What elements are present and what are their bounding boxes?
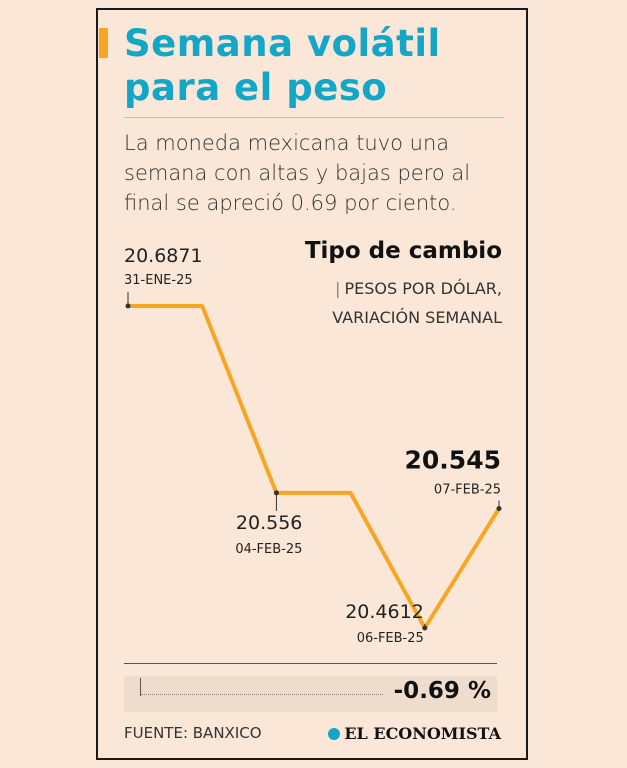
chart-subtitle: | PESOS POR DÓLAR, VARIACIÓN SEMANAL <box>332 274 502 332</box>
variation-dotted-line <box>141 694 383 695</box>
exchange-rate-line <box>128 304 501 630</box>
title-divider <box>124 117 504 118</box>
title-accent-bar <box>99 28 108 58</box>
data-value-label: 20.6871 <box>124 245 203 267</box>
chart-subtitle-line-2: VARIACIÓN SEMANAL <box>332 308 502 327</box>
brand-logo: EL ECONOMISTA <box>328 724 501 743</box>
lede: La moneda mexicana tuvo una semana con a… <box>124 131 471 215</box>
source-note: FUENTE: BANXICO <box>124 724 262 742</box>
brand-name: EL ECONOMISTA <box>344 724 501 743</box>
variation-baseline-tick <box>140 678 141 696</box>
data-date-label: 07-FEB-25 <box>434 483 501 498</box>
headline: Semana volátil para el peso <box>124 22 441 109</box>
data-value-label: 20.545 <box>405 446 501 475</box>
data-value-label: 20.4612 <box>345 601 424 623</box>
variation-value: -0.69 % <box>393 678 491 704</box>
variation-bar: -0.69 % <box>124 676 497 712</box>
chart-subtitle-line-1: PESOS POR DÓLAR, <box>344 279 502 298</box>
chart-title: Tipo de cambio <box>304 238 502 264</box>
globe-icon <box>328 727 341 740</box>
data-date-label: 31-ENE-25 <box>124 273 193 288</box>
infographic-card <box>96 8 528 760</box>
bottom-divider <box>124 663 497 664</box>
data-value-label: 20.556 <box>236 512 302 534</box>
data-date-label: 06-FEB-25 <box>357 631 424 646</box>
subtitle-separator: | <box>335 279 341 298</box>
data-date-label: 04-FEB-25 <box>235 542 302 557</box>
